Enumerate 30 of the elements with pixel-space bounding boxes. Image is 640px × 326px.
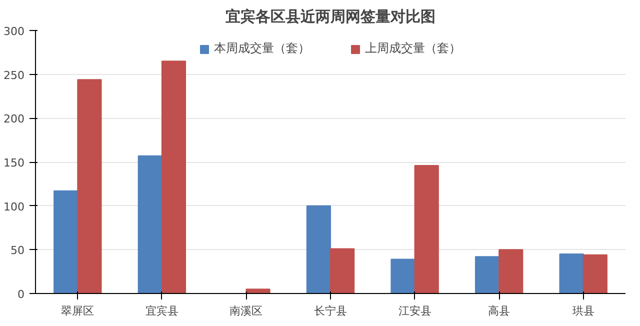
legend-label: 上周成交量（套） bbox=[365, 40, 461, 57]
y-tick-label: 150 bbox=[4, 156, 25, 170]
y-tick-label: 200 bbox=[4, 112, 25, 126]
x-tick-label: 江安县 bbox=[398, 304, 432, 318]
y-tick-label: 300 bbox=[4, 25, 25, 38]
bar bbox=[54, 190, 78, 294]
chart-title: 宜宾各区县近两周网签量对比图 bbox=[226, 8, 436, 26]
bar bbox=[414, 165, 439, 294]
y-tick-label: 50 bbox=[10, 244, 25, 258]
y-tick-label: 100 bbox=[4, 200, 25, 214]
bar bbox=[559, 254, 584, 294]
x-tick-label: 珙县 bbox=[572, 304, 594, 318]
bar bbox=[306, 205, 331, 294]
x-tick-label: 南溪区 bbox=[230, 304, 263, 318]
bar bbox=[330, 248, 355, 294]
bar bbox=[138, 155, 162, 294]
bar bbox=[582, 254, 608, 294]
bar bbox=[77, 79, 102, 294]
x-tick-label: 长宁县 bbox=[314, 304, 347, 318]
bar bbox=[498, 249, 524, 294]
x-tick-label: 翠屏区 bbox=[61, 304, 94, 318]
bar bbox=[474, 256, 500, 294]
bar bbox=[161, 60, 186, 294]
x-tick-label: 宜宾县 bbox=[145, 304, 178, 318]
y-tick-label: 250 bbox=[4, 68, 25, 82]
y-tick-label: 0 bbox=[18, 288, 24, 301]
x-tick-label: 高县 bbox=[488, 304, 510, 318]
bar bbox=[390, 258, 416, 294]
bar bbox=[246, 288, 270, 294]
legend-label: 本周成交量（套） bbox=[214, 40, 310, 57]
